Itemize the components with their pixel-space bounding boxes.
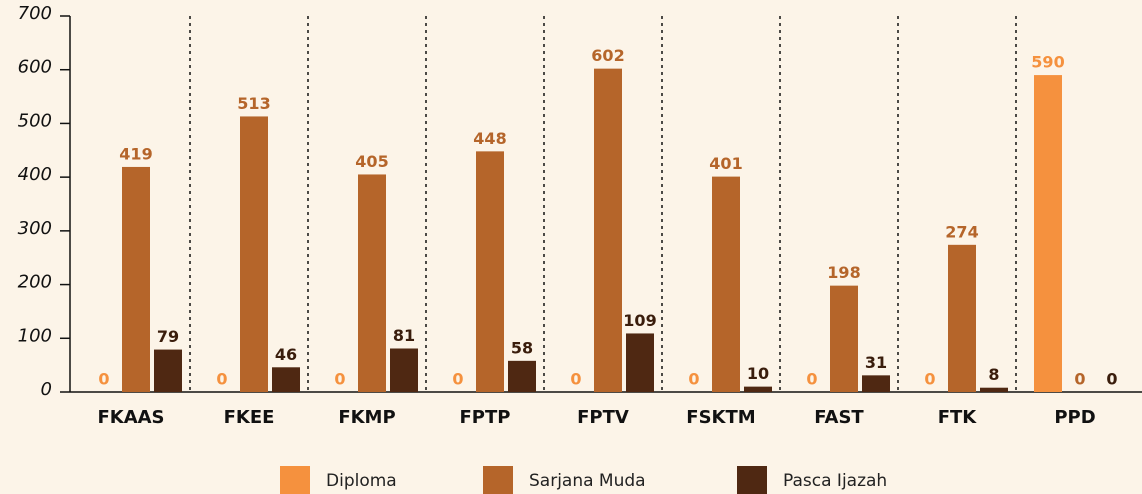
bar <box>272 367 300 392</box>
value-label: 513 <box>237 94 270 113</box>
value-label: 0 <box>1106 370 1117 389</box>
x-tick-label: FKAAS <box>97 407 164 428</box>
value-label: 448 <box>473 129 506 148</box>
y-tick-label: 400 <box>18 164 52 185</box>
value-label: 419 <box>119 144 152 163</box>
bar <box>476 151 504 392</box>
value-label: 79 <box>157 327 179 346</box>
value-label: 0 <box>570 370 581 389</box>
value-label: 198 <box>827 263 860 282</box>
bar <box>830 285 858 392</box>
legend-label: Sarjana Muda <box>529 471 646 491</box>
legend-swatch <box>280 466 310 494</box>
bar <box>626 333 654 392</box>
legend-swatch <box>483 466 513 494</box>
value-label: 602 <box>591 46 624 65</box>
bar <box>980 387 1008 392</box>
bar <box>948 244 976 392</box>
value-label: 81 <box>393 326 415 345</box>
value-label: 0 <box>806 370 817 389</box>
y-tick-label: 0 <box>41 379 52 400</box>
bar <box>1034 75 1062 392</box>
value-label: 31 <box>865 353 887 372</box>
legend-swatch <box>737 466 767 494</box>
x-tick-label: FPTP <box>460 407 511 428</box>
value-label: 0 <box>98 370 109 389</box>
value-label: 10 <box>747 364 769 383</box>
y-tick-label: 200 <box>18 272 52 293</box>
bar <box>358 174 386 392</box>
value-label: 0 <box>688 370 699 389</box>
value-label: 8 <box>988 365 999 384</box>
value-label: 58 <box>511 338 533 357</box>
value-label: 0 <box>1074 370 1085 389</box>
value-label: 0 <box>924 370 935 389</box>
x-tick-label: FPTV <box>577 407 629 428</box>
bar <box>240 116 268 393</box>
x-tick-label: PPD <box>1054 407 1095 428</box>
bar <box>154 349 182 392</box>
value-label: 109 <box>623 311 656 330</box>
y-tick-label: 700 <box>18 3 52 24</box>
value-label: 274 <box>945 222 978 241</box>
x-tick-label: FSKTM <box>686 407 755 428</box>
x-tick-label: FAST <box>814 407 864 428</box>
legend-label: Pasca Ijazah <box>783 471 887 491</box>
bar <box>744 386 772 392</box>
legend-label: Diploma <box>326 471 397 491</box>
bar <box>862 375 890 392</box>
value-label: 46 <box>275 345 297 364</box>
y-tick-label: 100 <box>18 325 52 346</box>
y-tick-label: 500 <box>18 110 52 131</box>
value-label: 401 <box>709 154 742 173</box>
bar <box>122 166 150 392</box>
x-tick-label: FKMP <box>338 407 395 428</box>
y-tick-label: 300 <box>18 218 52 239</box>
x-tick-label: FKEE <box>224 407 275 428</box>
bar <box>594 68 622 392</box>
value-label: 0 <box>216 370 227 389</box>
bar <box>508 360 536 392</box>
value-label: 0 <box>334 370 345 389</box>
y-tick-label: 600 <box>18 57 52 78</box>
x-tick-label: FTK <box>938 407 978 428</box>
value-label: 0 <box>452 370 463 389</box>
bar <box>712 176 740 392</box>
value-label: 590 <box>1031 53 1064 72</box>
bar <box>390 348 418 392</box>
value-label: 405 <box>355 152 388 171</box>
